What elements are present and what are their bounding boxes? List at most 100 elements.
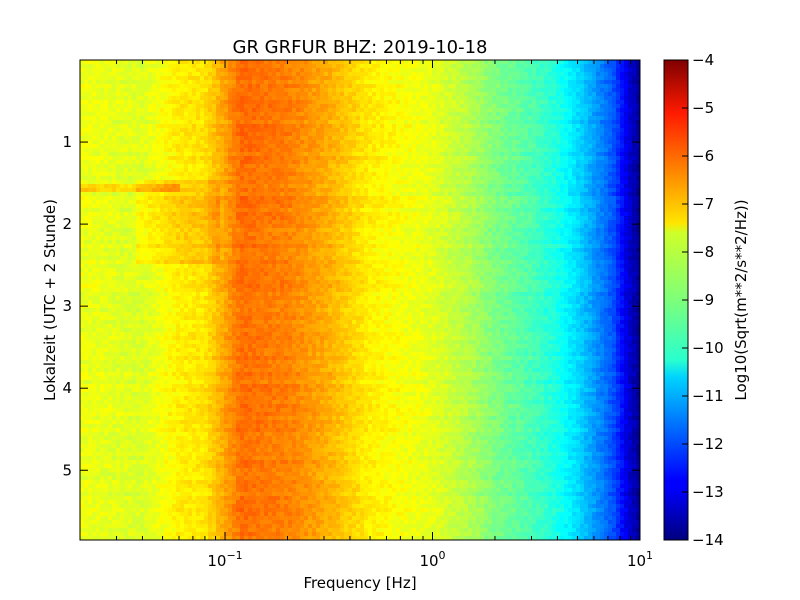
heatmap-cell [276, 108, 281, 113]
heatmap-cell [632, 128, 637, 133]
heatmap-cell [556, 128, 561, 133]
heatmap-cell [456, 124, 461, 129]
heatmap-cell [228, 112, 233, 117]
heatmap-cell [212, 180, 217, 185]
heatmap-cell [548, 112, 553, 117]
heatmap-cell [612, 160, 617, 165]
heatmap-cell [156, 140, 161, 145]
heatmap-cell [216, 168, 221, 173]
heatmap-cell [260, 168, 265, 173]
heatmap-cell [300, 184, 305, 189]
heatmap-cell [332, 124, 337, 129]
heatmap-cell [412, 64, 417, 69]
heatmap-cell [440, 72, 445, 77]
heatmap-cell [128, 124, 133, 129]
heatmap-cell [448, 100, 453, 105]
heatmap-cell [332, 76, 337, 81]
heatmap-cell [344, 116, 349, 121]
heatmap-cell [240, 172, 245, 177]
heatmap-cell [96, 124, 101, 129]
heatmap-cell [108, 120, 113, 125]
heatmap-cell [616, 92, 621, 97]
heatmap-cell [512, 148, 517, 153]
heatmap-cell [608, 72, 613, 77]
heatmap-cell [548, 180, 553, 185]
heatmap-cell [564, 80, 569, 85]
heatmap-cell [488, 168, 493, 173]
heatmap-cell [476, 72, 481, 77]
heatmap-cell [524, 120, 529, 125]
heatmap-cell [224, 132, 229, 137]
heatmap-cell [520, 184, 525, 189]
heatmap-cell [436, 120, 441, 125]
heatmap-cell [268, 124, 273, 129]
heatmap-cell [84, 92, 89, 97]
heatmap-cell [516, 88, 521, 93]
heatmap-cell [440, 200, 445, 205]
heatmap-cell [616, 188, 621, 193]
heatmap-cell [604, 100, 609, 105]
heatmap-cell [396, 84, 401, 89]
heatmap-cell [156, 100, 161, 105]
heatmap-cell [208, 136, 213, 141]
heatmap-cell [260, 88, 265, 93]
heatmap-cell [524, 140, 529, 145]
heatmap-cell [316, 108, 321, 113]
heatmap-cell [556, 80, 561, 85]
heatmap-cell [580, 108, 585, 113]
heatmap-cell [156, 188, 161, 193]
heatmap-cell [572, 164, 577, 169]
heatmap-cell [604, 132, 609, 137]
heatmap-cell [156, 88, 161, 93]
heatmap-cell [416, 104, 421, 109]
heatmap-cell [484, 72, 489, 77]
heatmap-cell [184, 108, 189, 113]
heatmap-cell [132, 128, 137, 133]
heatmap-cell [308, 140, 313, 145]
heatmap-cell [416, 168, 421, 173]
heatmap-cell [176, 176, 181, 181]
heatmap-cell [544, 172, 549, 177]
heatmap-cell [220, 136, 225, 141]
heatmap-cell [164, 192, 169, 197]
heatmap-cell [388, 168, 393, 173]
heatmap-cell [300, 112, 305, 117]
heatmap-cell [424, 60, 429, 65]
heatmap-cell [388, 84, 393, 89]
heatmap-cell [480, 100, 485, 105]
heatmap-cell [312, 148, 317, 153]
heatmap-cell [304, 104, 309, 109]
heatmap-cell [540, 68, 545, 73]
heatmap-cell [192, 84, 197, 89]
heatmap-cell [572, 188, 577, 193]
heatmap-cell [348, 164, 353, 169]
heatmap-cell [184, 188, 189, 193]
heatmap-cell [132, 64, 137, 69]
heatmap-cell [272, 196, 277, 201]
heatmap-cell [276, 88, 281, 93]
heatmap-cell [204, 156, 209, 161]
heatmap-cell [496, 192, 501, 197]
heatmap-cell [372, 140, 377, 145]
heatmap-cell [612, 64, 617, 69]
heatmap-cell [384, 200, 389, 205]
heatmap-cell [528, 160, 533, 165]
heatmap-cell [208, 92, 213, 97]
heatmap-cell [188, 184, 193, 189]
heatmap-cell [484, 92, 489, 97]
heatmap-cell [432, 196, 437, 201]
heatmap-cell [192, 144, 197, 149]
heatmap-cell [192, 108, 197, 113]
heatmap-cell [292, 196, 297, 201]
heatmap-cell [108, 88, 113, 93]
heatmap-cell [544, 144, 549, 149]
heatmap-cell [240, 164, 245, 169]
heatmap-cell [460, 128, 465, 133]
heatmap-cell [132, 108, 137, 113]
heatmap-cell [124, 148, 129, 153]
heatmap-cell [600, 88, 605, 93]
heatmap-cell [152, 160, 157, 165]
heatmap-cell [248, 196, 253, 201]
heatmap-cell [456, 188, 461, 193]
heatmap-cell [624, 120, 629, 125]
